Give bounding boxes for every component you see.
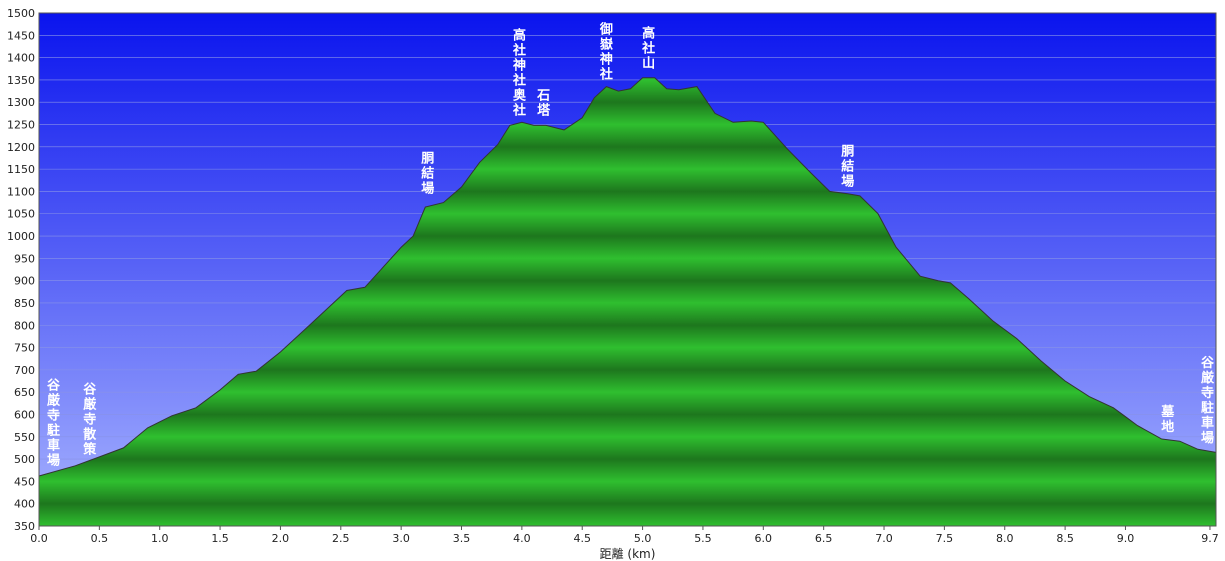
y-tick-label: 800	[14, 319, 35, 332]
waypoint-label: 谷厳寺散策	[83, 381, 97, 457]
shade-band	[39, 481, 1216, 526]
y-tick-label: 1400	[7, 52, 35, 65]
waypoint-label: 胴結場	[841, 145, 854, 190]
x-tick-label: 2.0	[272, 532, 290, 545]
y-tick-label: 1350	[7, 74, 35, 87]
y-tick-label: 1100	[7, 185, 35, 198]
y-tick-label: 1150	[7, 163, 35, 176]
waypoint-label: 谷厳寺駐車場	[47, 378, 61, 469]
y-tick-label: 750	[14, 342, 35, 355]
x-tick-label: 3.5	[453, 532, 471, 545]
x-tick-label: 5.0	[634, 532, 652, 545]
y-tick-label: 1250	[7, 119, 35, 132]
y-tick-label: 1050	[7, 208, 35, 221]
y-tick-label: 600	[14, 408, 35, 421]
x-tick-label: 6.5	[815, 532, 833, 545]
x-tick-label: 8.5	[1056, 532, 1074, 545]
waypoint-label: 石塔	[536, 88, 551, 118]
x-tick-label: 4.5	[573, 532, 591, 545]
y-tick-label: 650	[14, 386, 35, 399]
x-tick-label: 7.0	[875, 532, 893, 545]
y-tick-label: 950	[14, 252, 35, 265]
shade-band	[39, 436, 1216, 482]
y-tick-label: 900	[14, 275, 35, 288]
shade-band	[39, 392, 1216, 437]
x-tick-label: 9.7	[1201, 532, 1219, 545]
x-tick-label: 6.0	[755, 532, 773, 545]
y-tick-label: 700	[14, 364, 35, 377]
x-tick-label: 3.0	[392, 532, 410, 545]
x-axis-ticks: 0.0 0.5 1.0 1.5 2.0 2.5 3.0 3.5 4.0 4.5 5.0 5.5 6.0 6…	[30, 526, 1219, 545]
plot-frame	[38, 12, 1217, 527]
waypoint-label: 高社山	[641, 26, 655, 72]
x-tick-label: 1.5	[211, 532, 229, 545]
y-tick-label: 500	[14, 453, 35, 466]
x-tick-label: 0.0	[30, 532, 48, 545]
waypoint-label: 胴結場	[421, 151, 434, 196]
x-tick-label: 5.5	[694, 532, 712, 545]
y-tick-label: 1200	[7, 141, 35, 154]
y-tick-label: 450	[14, 475, 35, 488]
waypoint-label: 墓地	[1160, 404, 1175, 435]
x-tick-label: 0.5	[91, 532, 109, 545]
y-tick-label: 1500	[7, 7, 35, 20]
y-tick-label: 1000	[7, 230, 35, 243]
x-tick-label: 9.0	[1117, 532, 1135, 545]
y-axis-ticks: 350 400 450 500 550 600 650 700 750 800 850 900 950 1…	[7, 7, 35, 533]
x-tick-label: 4.0	[513, 532, 531, 545]
y-tick-label: 850	[14, 297, 35, 310]
waypoint-label: 谷厳寺駐車場	[1201, 355, 1215, 446]
waypoint-label: 御嶽神社	[599, 22, 614, 83]
y-tick-label: 1300	[7, 96, 35, 109]
y-tick-label: 550	[14, 431, 35, 444]
x-tick-label: 2.5	[332, 532, 350, 545]
y-tick-label: 400	[14, 498, 35, 511]
elevation-outline	[38, 77, 1217, 477]
y-tick-label: 350	[14, 520, 35, 533]
x-tick-label: 1.0	[151, 532, 169, 545]
y-tick-label: 1450	[7, 29, 35, 42]
waypoint-label: 高社神社奥社	[512, 27, 527, 118]
x-tick-label: 7.5	[936, 532, 954, 545]
x-tick-label: 8.0	[996, 532, 1014, 545]
x-axis-label: 距離 (km)	[600, 547, 656, 561]
